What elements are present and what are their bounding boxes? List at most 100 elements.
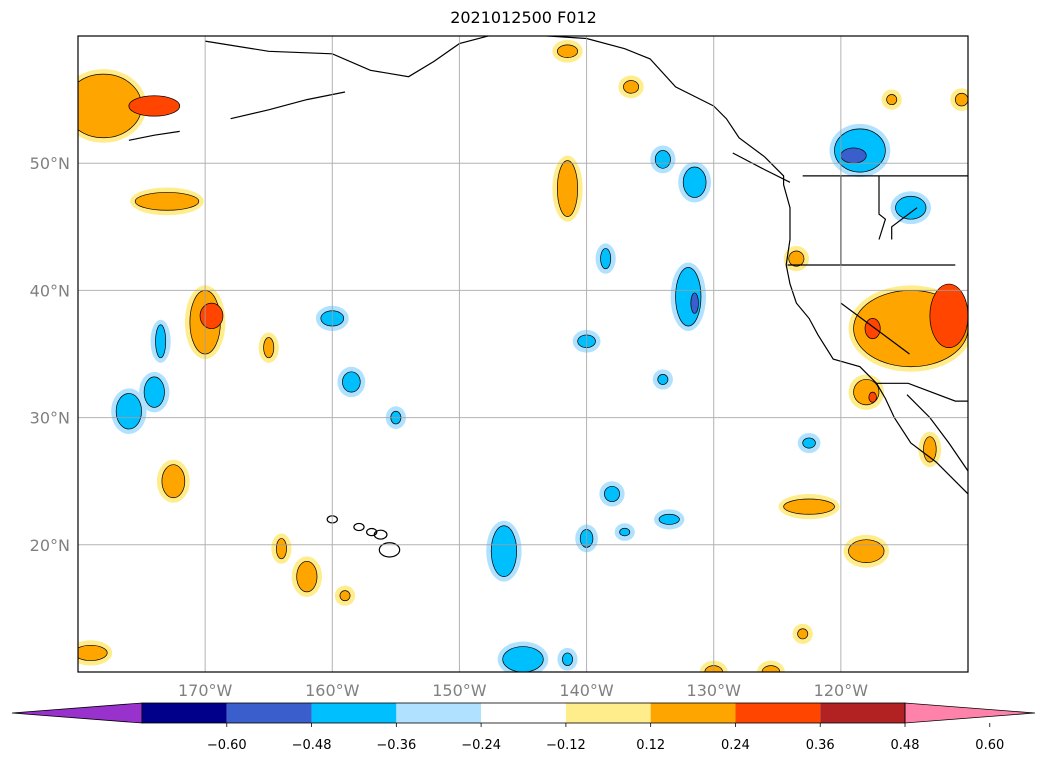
positive-anomaly xyxy=(334,585,356,606)
positive-anomaly xyxy=(552,39,583,63)
colorbar-tick-label: 0.12 xyxy=(636,738,665,753)
positive-anomaly xyxy=(792,623,813,644)
anomaly-core xyxy=(848,539,885,563)
positive-anomaly xyxy=(929,283,968,348)
negative-anomaly xyxy=(486,520,522,582)
positive-anomaly xyxy=(130,187,204,216)
positive-anomaly xyxy=(78,640,113,666)
colorbar-segment xyxy=(396,703,482,723)
anomaly-core xyxy=(929,283,968,348)
hawaiian-island xyxy=(353,522,365,532)
anomaly-core xyxy=(342,371,361,393)
anomaly-core xyxy=(600,248,612,270)
anomaly-core xyxy=(761,665,781,672)
anomaly-core xyxy=(263,337,275,359)
negative-anomaly xyxy=(797,432,821,454)
negative-anomaly xyxy=(654,509,685,530)
negative-anomaly xyxy=(650,145,676,174)
negative-anomaly xyxy=(599,481,625,507)
aleutian-islands xyxy=(230,91,346,120)
negative-anomaly xyxy=(652,369,673,390)
anomaly-core xyxy=(161,464,186,499)
hawaiian-island xyxy=(378,542,401,558)
colorbar-segment xyxy=(481,703,566,723)
negative-anomaly xyxy=(150,319,171,363)
positive-anomaly xyxy=(199,302,224,329)
negative-anomaly xyxy=(595,243,616,274)
anomaly-core xyxy=(923,436,937,463)
positive-anomaly xyxy=(918,431,942,468)
gridlines xyxy=(78,36,968,672)
anomaly-core xyxy=(155,324,167,359)
colorbar-tick-label: 0.60 xyxy=(975,738,1004,753)
anomaly-core xyxy=(954,92,968,107)
negative-anomaly xyxy=(557,647,578,671)
negative-anomaly xyxy=(139,371,170,413)
negative-anomaly xyxy=(111,388,147,435)
positive-anomaly xyxy=(950,88,968,111)
anomaly-core xyxy=(797,628,809,640)
lon-label: 130°W xyxy=(687,681,742,700)
colorbar-tick-label: 0.48 xyxy=(891,738,920,753)
anomaly-core xyxy=(115,393,142,430)
positive-anomaly xyxy=(864,318,881,340)
gulf-of-california xyxy=(906,394,968,472)
map-background xyxy=(78,36,968,672)
positive-anomaly xyxy=(78,69,147,143)
longitude-labels: 170°W 160°W 150°W 140°W 130°W 120°W xyxy=(178,681,868,700)
positive-anomaly xyxy=(128,95,181,117)
positive-anomaly xyxy=(291,556,323,597)
positive-anomaly xyxy=(258,332,279,363)
positive-anomaly xyxy=(757,660,785,672)
anomaly-core xyxy=(895,195,927,220)
lon-label: 120°W xyxy=(814,681,869,700)
colorbar-extend-low xyxy=(11,702,143,724)
anomaly-core xyxy=(143,376,165,408)
lon-label: 140°W xyxy=(559,681,614,700)
state-border xyxy=(840,302,910,355)
alaska-coast xyxy=(205,36,714,107)
hawaiian-island xyxy=(366,527,378,537)
positive-anomaly xyxy=(778,494,840,520)
colorbar-extend-high xyxy=(904,702,1036,724)
state-border xyxy=(891,207,918,240)
colorbar-tick-label: −0.48 xyxy=(292,738,332,753)
anomaly-core xyxy=(502,646,544,672)
anomaly-core xyxy=(868,391,877,403)
colorbar-tick-label: −0.36 xyxy=(376,738,416,753)
anomaly-core xyxy=(682,166,707,198)
colorbar-segment xyxy=(311,703,397,723)
map-frame xyxy=(77,35,969,673)
negative-anomaly xyxy=(670,262,706,332)
anomaly-core xyxy=(886,94,898,106)
anomaly-core xyxy=(783,498,835,515)
positive-anomaly xyxy=(868,391,877,403)
positive-anomaly xyxy=(156,459,190,503)
colorbar-segment xyxy=(650,703,736,723)
anomaly-core xyxy=(556,160,579,217)
west-coast xyxy=(713,105,968,495)
anomaly-core xyxy=(556,44,579,58)
positive-anomaly xyxy=(271,533,292,564)
anomaly-core xyxy=(802,437,816,449)
positive-anomaly xyxy=(848,374,884,410)
anomaly-core xyxy=(78,644,108,661)
anomaly-core xyxy=(788,250,805,267)
anomaly-core xyxy=(690,292,699,314)
colorbar-tick-label: 0.24 xyxy=(721,738,750,753)
colorbar-segment xyxy=(735,703,821,723)
anomaly-core xyxy=(296,560,318,593)
anomaly-core xyxy=(339,590,351,602)
lat-label: 30°N xyxy=(30,409,70,428)
vancouver-island xyxy=(732,152,791,183)
anomaly-core xyxy=(199,302,224,329)
negative-anomaly xyxy=(890,191,932,225)
lat-label: 50°N xyxy=(30,154,70,173)
positive-anomaly xyxy=(843,534,890,568)
anomaly-core xyxy=(128,95,181,117)
colorbar-tick-label: −0.24 xyxy=(461,738,501,753)
aleutian-islands xyxy=(128,130,180,141)
state-border xyxy=(878,175,887,240)
lat-label: 40°N xyxy=(30,281,70,300)
colorbar-frame xyxy=(141,702,906,724)
